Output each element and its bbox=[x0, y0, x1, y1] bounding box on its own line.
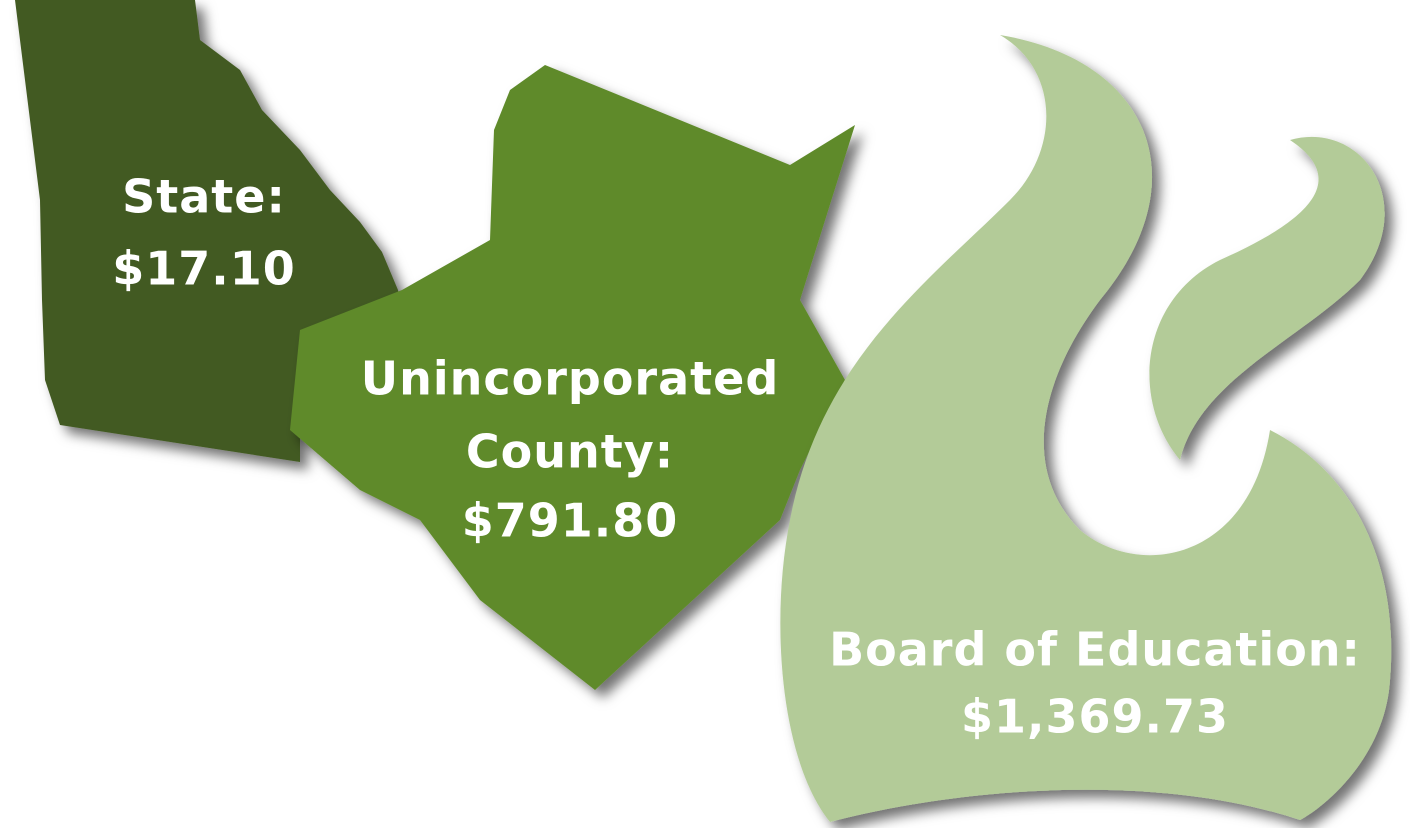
county-shape bbox=[290, 65, 855, 690]
education-flame bbox=[780, 35, 1392, 822]
education-label: Board of Education: bbox=[829, 623, 1361, 677]
state-amount: $17.10 bbox=[112, 242, 296, 296]
county-label: Unincorporated bbox=[361, 352, 780, 406]
education-amount: $1,369.73 bbox=[961, 690, 1229, 744]
county-amount: $791.80 bbox=[462, 494, 679, 548]
county-label: County: bbox=[466, 425, 674, 479]
state-shape bbox=[15, 0, 405, 462]
state-label: State: bbox=[122, 170, 286, 224]
education-flame-small bbox=[1149, 136, 1385, 460]
